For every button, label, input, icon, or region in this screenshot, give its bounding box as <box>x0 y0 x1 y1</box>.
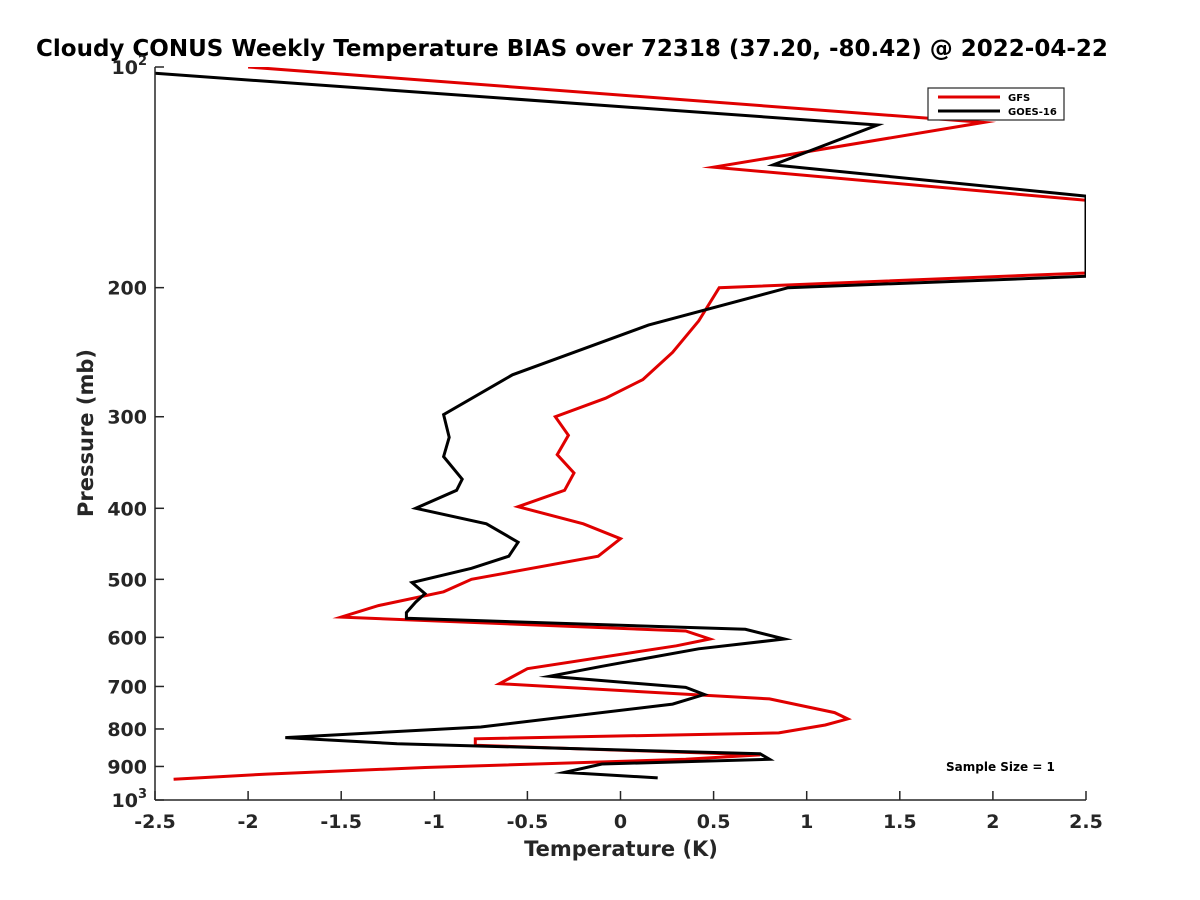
chart-title: Cloudy CONUS Weekly Temperature BIAS ove… <box>36 36 1108 62</box>
x-tick-label: 1.5 <box>883 811 917 833</box>
y-tick-label: 300 <box>107 407 147 429</box>
legend: GFS GOES-16 <box>927 87 1065 121</box>
x-tick-label: -0.5 <box>507 811 549 833</box>
y-tick-label: 600 <box>107 627 147 649</box>
x-tick-label: 2.5 <box>1069 811 1103 833</box>
x-tick-label: -1 <box>424 811 445 833</box>
x-tick-label: 1 <box>800 811 813 833</box>
y-tick-label: 900 <box>107 756 147 778</box>
x-tick-label: -1.5 <box>320 811 362 833</box>
x-tick-label: 0 <box>614 811 627 833</box>
x-tick-label: 0.5 <box>697 811 731 833</box>
legend-label-gfs: GFS <box>1008 93 1030 104</box>
series-lines <box>155 67 1086 781</box>
series-line-gfs <box>173 67 1086 781</box>
x-tick-label: -2.5 <box>134 811 176 833</box>
x-axis-title: Temperature (K) <box>524 837 718 861</box>
y-tick-label: 400 <box>107 498 147 520</box>
x-tick-label: 2 <box>986 811 999 833</box>
legend-label-goes-16: GOES-16 <box>1008 107 1057 118</box>
x-tick-label: -2 <box>238 811 259 833</box>
y-tick-label: 200 <box>107 278 147 300</box>
y-tick-label: 500 <box>107 569 147 591</box>
y-tick-label: 800 <box>107 719 147 741</box>
y-axis-title: Pressure (mb) <box>74 349 98 517</box>
legend-box <box>927 87 1065 121</box>
axes: -2.5 -2 -1.5 -1 -0.5 0 0.5 1 1.5 2 2.5 102 200 300 400… <box>107 54 1103 833</box>
series-line-goes-16 <box>155 71 1086 780</box>
plot-area <box>155 67 1086 781</box>
y-tick-label: 102 <box>112 54 148 79</box>
y-tick-label: 700 <box>107 676 147 698</box>
y-tick-label: 103 <box>112 787 148 812</box>
sample-size-note: Sample Size = 1 <box>946 760 1055 774</box>
